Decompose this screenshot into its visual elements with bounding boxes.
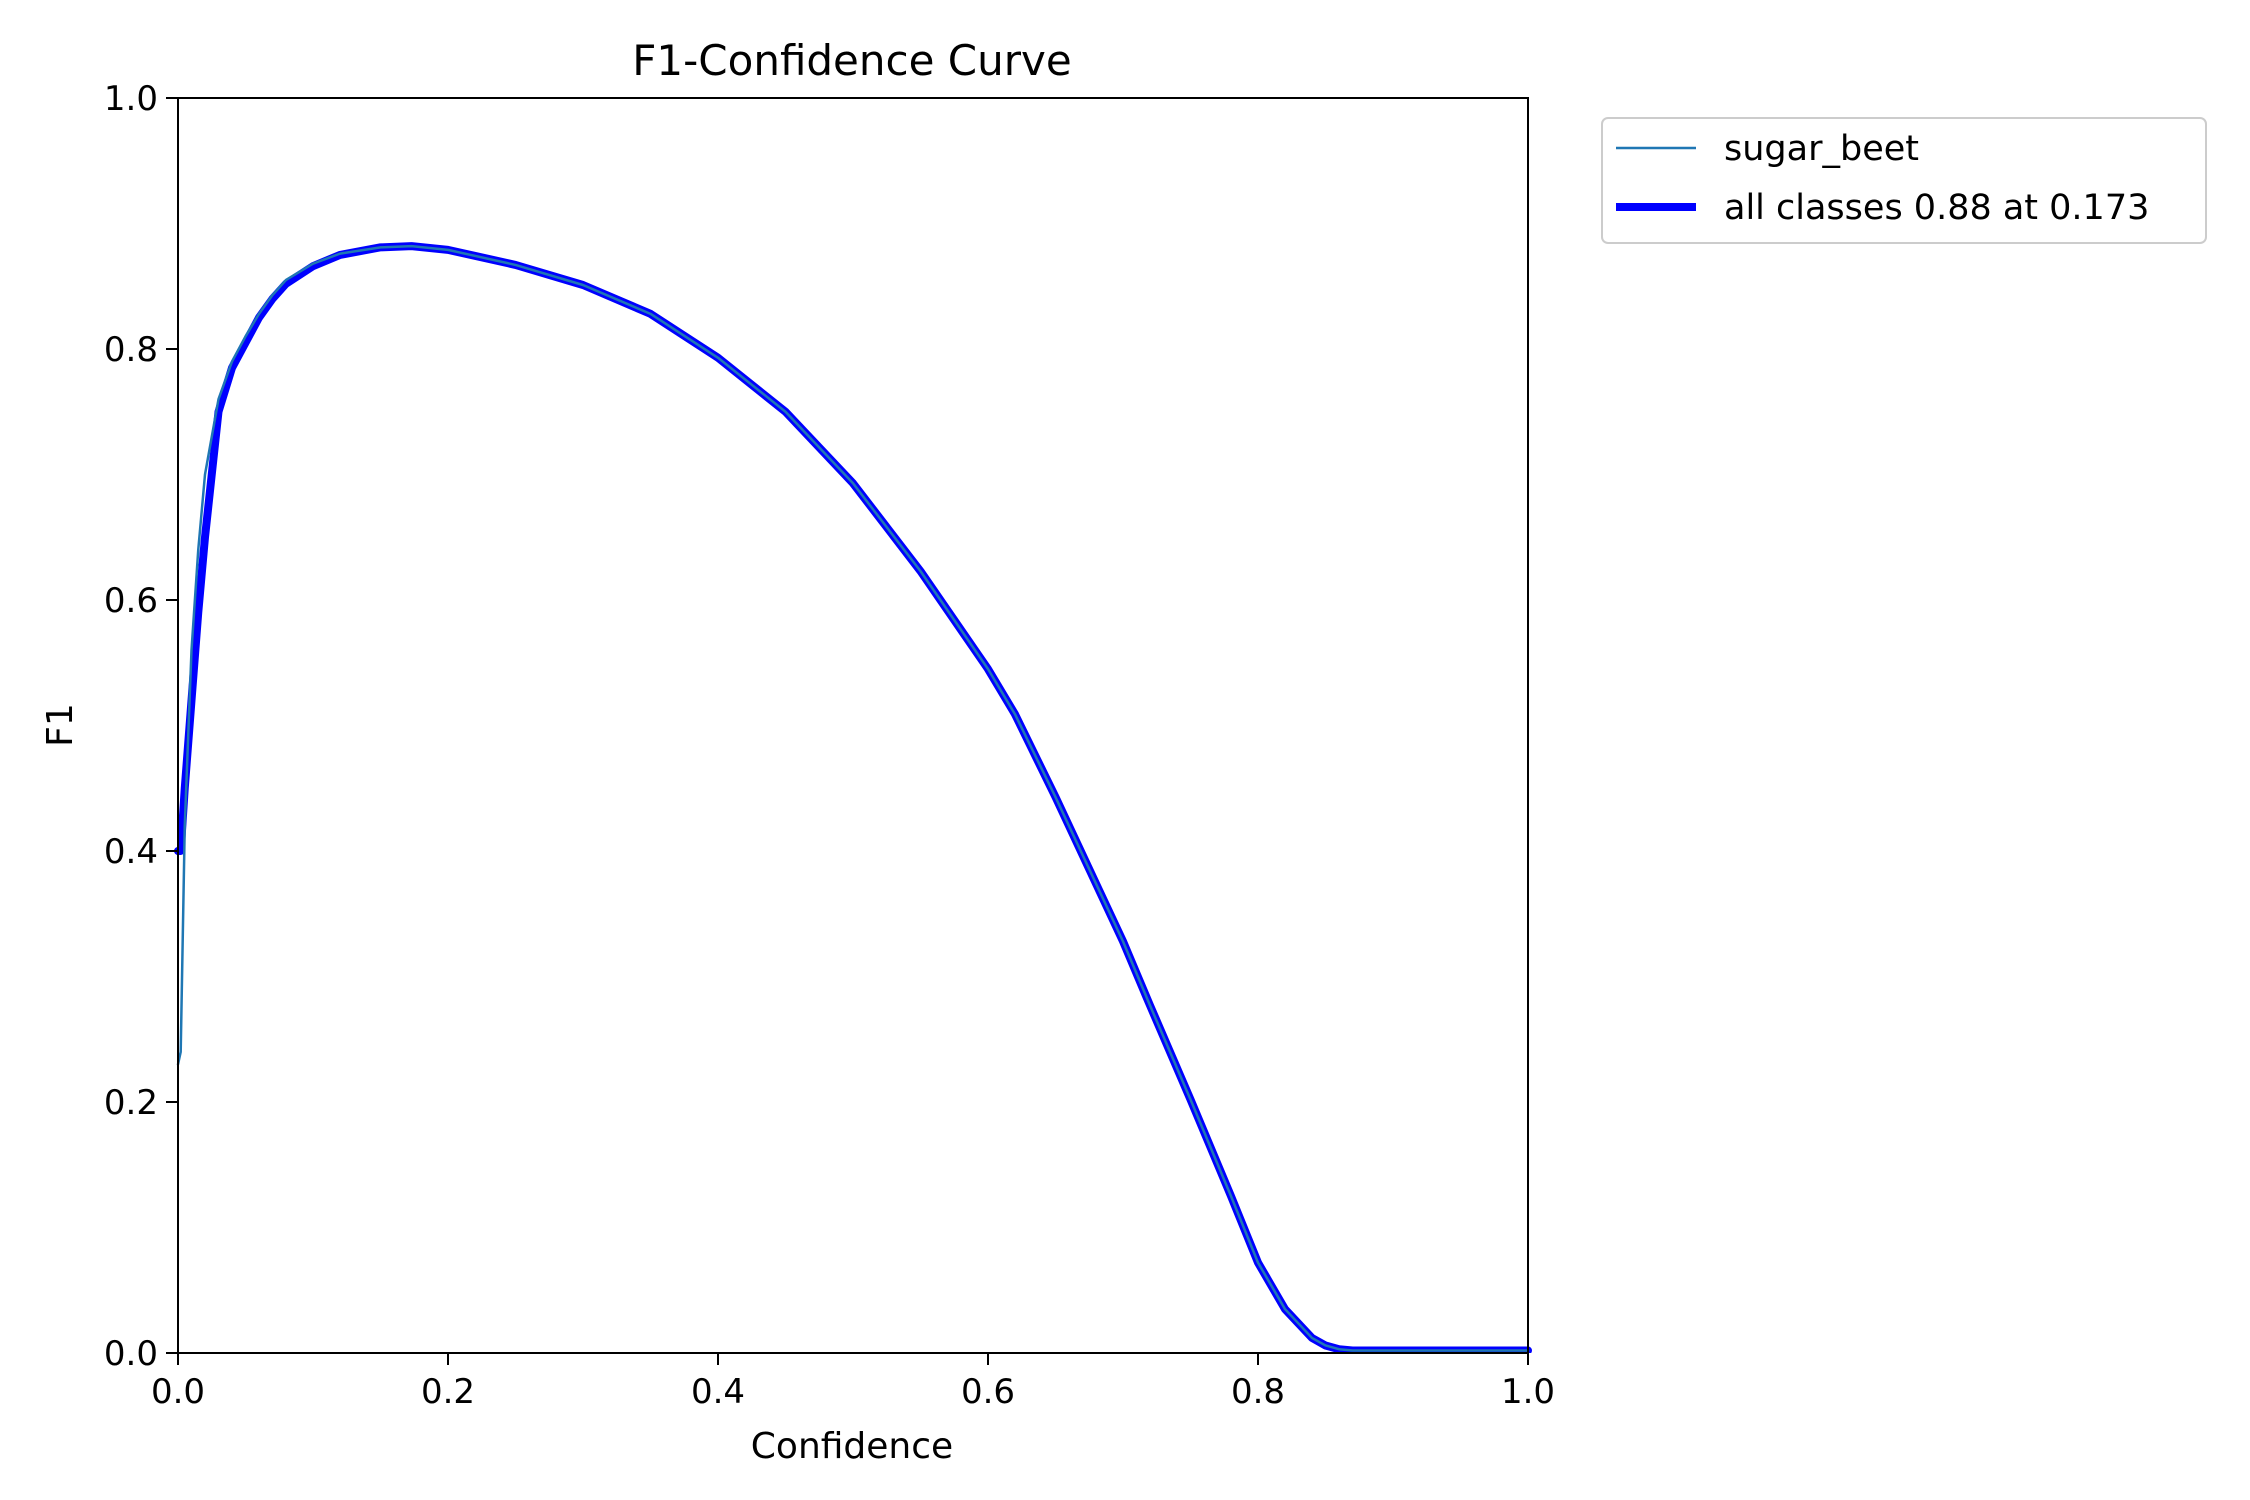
y-tick-label: 0.2 — [104, 1083, 158, 1123]
y-tick-label: 1.0 — [104, 79, 158, 119]
y-tick-label: 0.0 — [104, 1334, 158, 1374]
plot-frame — [177, 97, 1529, 1354]
x-axis-label: Confidence — [751, 1426, 953, 1467]
x-axis-ticks: 0.0 0.2 0.4 0.6 0.8 1.0 — [151, 1353, 1555, 1412]
series-line-sugar-beet — [176, 244, 1530, 1352]
legend: sugar_beet all classes 0.88 at 0.173 — [1601, 117, 2207, 244]
y-axis-ticks: 0.0 0.2 0.4 0.6 0.8 1.0 — [104, 79, 178, 1374]
legend-label-sugar-beet: sugar_beet — [1724, 129, 1919, 169]
x-tick-label: 0.6 — [961, 1372, 1015, 1412]
chart-title: F1-Confidence Curve — [632, 36, 1071, 85]
y-axis-label: F1 — [40, 703, 81, 747]
x-tick-label: 0.8 — [1231, 1372, 1285, 1412]
legend-box — [1601, 117, 2207, 244]
x-tick-label: 1.0 — [1501, 1372, 1555, 1412]
y-tick-label: 0.8 — [104, 330, 158, 370]
legend-label-all-classes: all classes 0.88 at 0.173 — [1724, 188, 2149, 228]
x-tick-label: 0.0 — [151, 1372, 205, 1412]
y-tick-label: 0.4 — [104, 832, 158, 872]
x-tick-label: 0.2 — [421, 1372, 475, 1412]
y-tick-label: 0.6 — [104, 581, 158, 621]
x-tick-label: 0.4 — [691, 1372, 745, 1412]
